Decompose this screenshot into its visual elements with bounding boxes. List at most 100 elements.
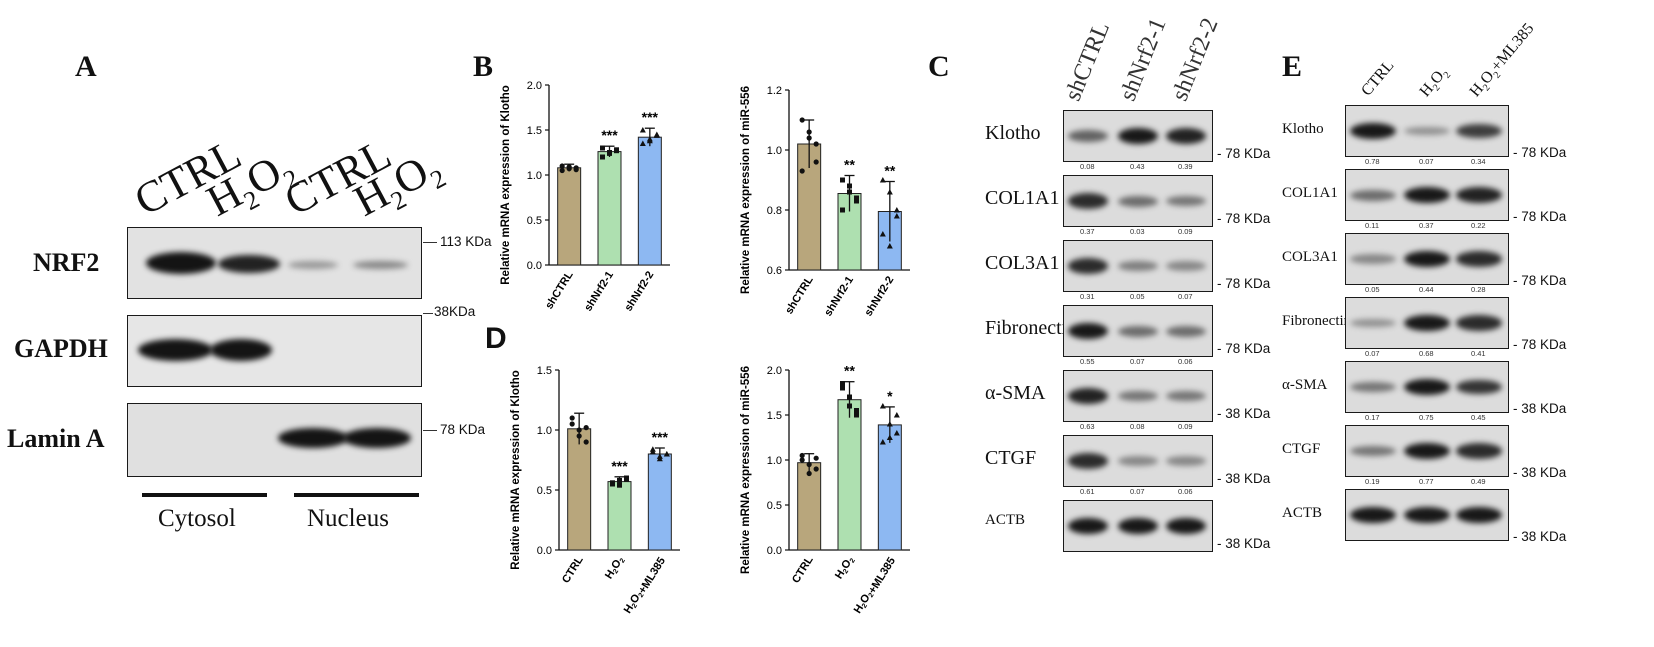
band [343, 428, 411, 448]
blot-row-label: CTGF [1282, 441, 1321, 457]
data-point [854, 198, 859, 204]
panel-a-marker-tick [423, 430, 437, 431]
band [1350, 122, 1396, 140]
x-tick-label: shCTRL [783, 274, 816, 316]
band [1456, 506, 1502, 524]
band-quantification: 0.75 [1419, 413, 1434, 422]
panel-b-label: B [473, 50, 494, 83]
band [1118, 127, 1158, 145]
data-point [559, 163, 565, 169]
blot-kda-marker: - 78 KDa [1513, 337, 1567, 352]
band-quantification: 0.07 [1365, 349, 1380, 358]
band-quantification: 0.45 [1471, 413, 1486, 422]
band [1456, 124, 1502, 138]
data-point [656, 455, 663, 462]
band [1350, 445, 1396, 457]
band-quantification: 0.05 [1130, 292, 1145, 301]
band [1118, 517, 1158, 535]
panel-a-blot-nrf2 [127, 227, 422, 299]
chart-b-klotho: Relative mRNA expression of Klotho 0.0 0.5… [500, 80, 670, 313]
bar [607, 481, 632, 551]
data-point [653, 131, 660, 137]
data-point [614, 147, 619, 153]
panel-a-blot-lamina [127, 403, 422, 477]
band [1068, 453, 1108, 469]
data-point [569, 421, 575, 427]
data-point [600, 145, 605, 151]
y-tick-label: 0.0 [527, 260, 542, 272]
blot-row-label: COL3A1 [1282, 249, 1338, 265]
x-tick-label: CTRL [790, 554, 816, 585]
blot-row-label: α-SMA [985, 382, 1046, 404]
panel-c-col-0: shCTRL [1059, 18, 1116, 105]
y-tick-label: 1.5 [537, 365, 552, 377]
y-tick-label: 1.0 [527, 170, 542, 182]
data-point [813, 455, 819, 461]
blot-kda-marker: - 38 KDa [1217, 536, 1271, 551]
data-point [847, 403, 852, 409]
band [1068, 517, 1108, 535]
significance-mark: ** [844, 157, 855, 173]
data-point [813, 466, 819, 472]
band [1350, 506, 1396, 524]
band [1456, 315, 1502, 331]
panel-a-cytosol-bar [142, 493, 267, 497]
band [1068, 193, 1108, 209]
significance-mark: *** [601, 127, 618, 143]
data-point [840, 385, 845, 391]
significance-mark: ** [884, 163, 895, 179]
band [1068, 130, 1108, 142]
band-quantification: 0.34 [1471, 157, 1486, 166]
band [1404, 506, 1450, 524]
blot-row-label: CTGF [985, 447, 1037, 469]
band-quantification: 0.63 [1080, 422, 1095, 431]
band-quantification: 0.22 [1471, 221, 1486, 230]
band-quantification: 0.09 [1178, 422, 1193, 431]
data-point [893, 213, 900, 219]
panel-a-marker-tick [423, 313, 433, 314]
bar [597, 151, 622, 266]
panel-e-label: E [1282, 50, 1303, 83]
blot-kda-marker: - 78 KDa [1217, 276, 1271, 291]
blot-kda-marker: - 38 KDa [1217, 406, 1271, 421]
band [1118, 390, 1158, 402]
blot-kda-marker: - 78 KDa [1513, 273, 1567, 288]
blot-row-label: Klotho [985, 122, 1041, 144]
chart-b-mir556: Relative mRNA expression of miR-556 0.6 0.… [740, 85, 910, 318]
band [1404, 186, 1450, 204]
band-quantification: 0.06 [1178, 487, 1193, 496]
band [353, 261, 408, 269]
blot-kda-marker: - 78 KDa [1513, 209, 1567, 224]
band [1166, 128, 1206, 144]
panel-a-kda-nrf2: 113 KDa [440, 234, 492, 249]
data-point [566, 164, 572, 170]
panel-d-label: D [485, 322, 507, 355]
data-point [607, 150, 612, 155]
blot-strip [1063, 370, 1213, 422]
y-tick-label: 1.0 [767, 145, 782, 157]
data-point [893, 430, 900, 436]
band [1350, 318, 1396, 328]
band-quantification: 0.41 [1471, 349, 1486, 358]
blot-strip [1345, 105, 1509, 157]
band-quantification: 0.19 [1365, 477, 1380, 486]
band [1166, 456, 1206, 466]
blot-strip [1063, 305, 1213, 357]
blot-strip [1063, 175, 1213, 227]
data-point [624, 476, 629, 482]
blot-row-label: ACTB [985, 512, 1026, 528]
band-quantification: 0.43 [1130, 162, 1145, 171]
data-point [559, 167, 565, 174]
panel-e-col-h2o2-ml385: H2O2+ML385 [1466, 20, 1538, 101]
data-point [610, 480, 615, 486]
data-point [617, 477, 622, 483]
band [1118, 325, 1158, 337]
band [1404, 126, 1450, 136]
band-quantification: 0.06 [1178, 357, 1193, 366]
panel-a-kda-lamina: 78 KDa [440, 422, 486, 437]
data-point [799, 117, 805, 123]
panel-a-marker-tick [423, 242, 437, 243]
blot-row-label: α-SMA [1282, 377, 1328, 393]
data-point [893, 207, 900, 213]
band-quantification: 0.39 [1178, 162, 1193, 171]
